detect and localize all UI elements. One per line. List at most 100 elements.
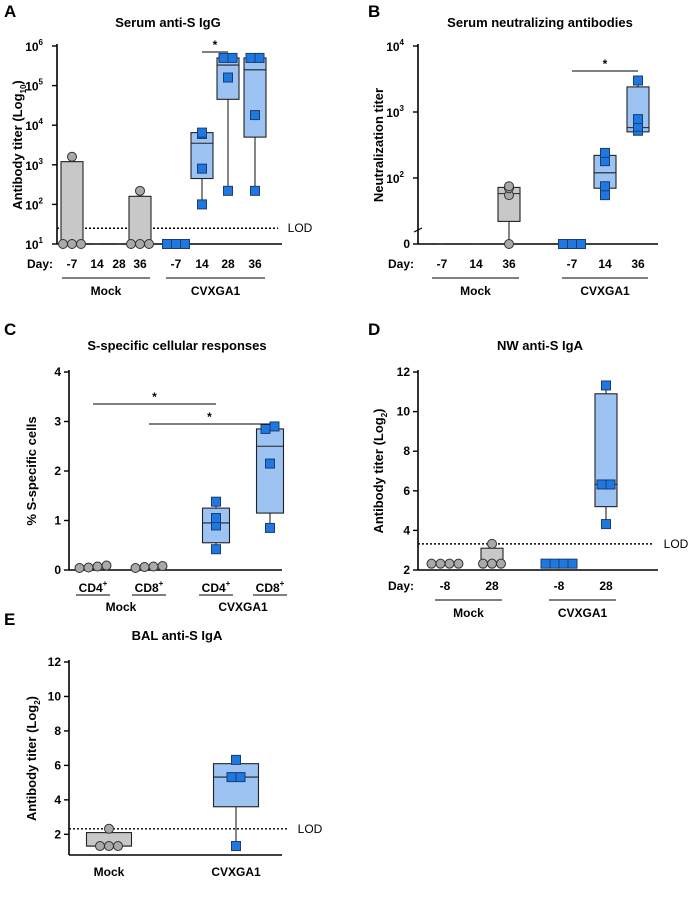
data-point-square — [567, 558, 578, 569]
data-point-square — [162, 239, 172, 249]
x-prefix-label: Day: — [388, 257, 414, 271]
data-point-circle — [92, 561, 103, 572]
panel-letter: A — [4, 2, 16, 21]
panel-letter: E — [4, 610, 15, 629]
data-point-square — [211, 496, 221, 507]
y-tick-label: 12 — [48, 655, 62, 669]
box-mock-1 — [130, 561, 168, 574]
box-body — [128, 195, 152, 245]
data-point-square — [250, 185, 260, 196]
data-point-circle — [58, 239, 68, 249]
data-point-square — [197, 163, 207, 174]
box-body — [212, 763, 260, 808]
data-point-square — [180, 239, 190, 249]
data-point-square — [235, 772, 246, 783]
box-cvxga1-2 — [626, 75, 650, 136]
y-tick-label: 101 — [25, 236, 43, 252]
panel-e: E BAL anti-S IgA Antibody titer (Log2) 2 4 6 8… — [4, 610, 323, 879]
data-point-circle — [104, 841, 114, 852]
data-point-circle — [126, 239, 136, 249]
data-point-circle — [144, 239, 154, 249]
y-tick-label: 10 — [397, 405, 411, 419]
data-point-circle — [67, 151, 77, 162]
x-prefix-label: Day: — [388, 579, 414, 593]
y-tick-label: 103 — [25, 157, 43, 173]
box-mock-1 — [478, 538, 506, 569]
x-tick-label: 28 — [485, 579, 499, 593]
y-tick-label: 102 — [386, 170, 404, 186]
data-point-circle — [76, 239, 86, 249]
box-mock-0 — [74, 560, 112, 574]
y-axis-label: Neutralization titer — [371, 88, 386, 202]
y-tick-label: 0 — [54, 563, 61, 577]
x-tick-label: 36 — [133, 257, 147, 271]
chart-title: S-specific cellular responses — [87, 338, 266, 353]
significance-star: * — [152, 390, 157, 404]
data-point-square — [269, 421, 280, 432]
y-tick-label: 8 — [54, 724, 61, 738]
x-tick-label: 14 — [598, 257, 612, 271]
x-tick-label: -7 — [437, 257, 448, 271]
data-point-square — [250, 110, 260, 121]
data-point-square — [601, 380, 611, 391]
x-prefix-label: Day: — [27, 257, 53, 271]
axis-break — [413, 227, 423, 233]
lod-label: LOD — [288, 221, 313, 235]
data-point-square — [227, 52, 238, 63]
y-tick-label: 10 — [48, 689, 62, 703]
x-tick-label: 36 — [248, 257, 262, 271]
y-axis-label: Antibody titer (Log2) — [24, 696, 42, 821]
data-point-square — [558, 558, 569, 569]
box-mock-0 — [426, 558, 464, 569]
lod-label: LOD — [664, 537, 689, 551]
x-tick-label: 28 — [599, 579, 613, 593]
y-axis-label: Antibody titer (Log2) — [371, 408, 389, 533]
y-axis-label: Antibody titer (Log10) — [10, 80, 28, 210]
panel-c: C S-specific cellular responses % S-specif… — [4, 320, 287, 614]
box-cvxga1-1 — [255, 421, 285, 533]
data-point-circle — [426, 558, 437, 569]
data-point-square — [211, 544, 221, 555]
data-point-square — [218, 52, 229, 63]
y-tick-label: 12 — [397, 365, 411, 379]
x-tick-label: 28 — [221, 257, 235, 271]
x-tick-label: CD4+ — [202, 579, 231, 595]
group-label: Mock — [453, 606, 484, 620]
x-tick-label: -8 — [554, 579, 565, 593]
data-point-circle — [95, 841, 105, 852]
x-tick-label: 36 — [502, 257, 516, 271]
data-point-circle — [453, 558, 464, 569]
data-point-circle — [135, 239, 145, 249]
data-point-circle — [148, 561, 159, 572]
y-tick-label: 2 — [403, 563, 410, 577]
data-point-circle — [496, 558, 506, 569]
data-point-circle — [67, 239, 77, 249]
lod-label: LOD — [298, 822, 323, 836]
panel-letter: B — [368, 2, 380, 21]
box-mock-3 — [126, 185, 154, 249]
box-body — [255, 428, 285, 514]
group-label: Mock — [106, 600, 137, 614]
data-point-circle — [435, 558, 446, 569]
group-label: CVXGA1 — [218, 600, 268, 614]
box-cvxga1-1 — [594, 380, 618, 530]
data-point-circle — [157, 561, 168, 572]
significance-star: * — [603, 57, 608, 71]
data-point-square — [596, 479, 607, 490]
data-point-square — [567, 239, 577, 249]
data-point-square — [223, 185, 233, 196]
group-label: Mock — [460, 284, 491, 298]
y-tick-label: 4 — [54, 365, 61, 379]
box-body — [594, 393, 618, 508]
box-mock-2 — [497, 181, 521, 249]
data-point-square — [549, 558, 560, 569]
y-tick-label: 104 — [386, 38, 404, 54]
data-point-square — [197, 199, 207, 210]
y-tick-label: 3 — [54, 415, 61, 429]
data-point-square — [605, 479, 616, 490]
data-point-circle — [113, 841, 123, 852]
group-label: CVXGA1 — [580, 284, 630, 298]
box-mock-0 — [85, 823, 133, 852]
x-tick-label: 14 — [90, 257, 104, 271]
chart-title: BAL anti-S IgA — [132, 628, 223, 643]
